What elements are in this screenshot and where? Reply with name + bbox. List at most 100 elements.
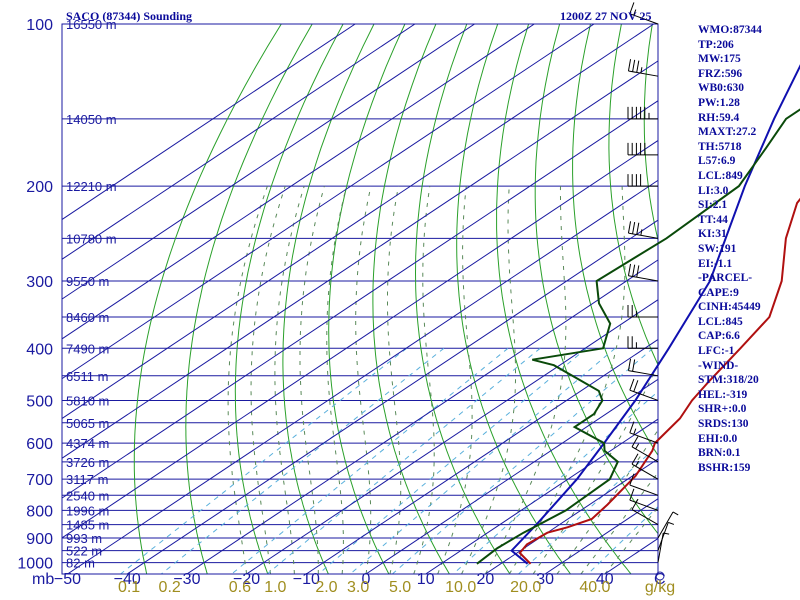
moist-adiabat (227, 185, 268, 574)
moist-adiabat (274, 185, 305, 574)
index-entry: KI:31 (698, 228, 727, 241)
mixing-ratio-tick-label: 0.2 (159, 579, 181, 596)
plot-frame (61, 23, 659, 575)
pressure-tick-label: 700 (26, 472, 53, 489)
pressure-tick-label: 800 (26, 503, 53, 520)
wind-barb-half (635, 460, 640, 467)
height-label: 3117 m (66, 472, 108, 487)
height-label: 5065 m (66, 416, 109, 431)
height-label: 4374 m (66, 436, 109, 451)
height-label: 6511 m (66, 369, 108, 384)
height-label: 12210 m (66, 179, 117, 194)
dry-adiabat (372, 24, 450, 574)
sounding-title: SACO (87344) Sounding (66, 9, 192, 23)
pressure-tick-label: 900 (26, 531, 53, 548)
pressure-axis-label: mb (32, 571, 54, 588)
mixing-ratio-unit-label: g/kg (645, 579, 675, 596)
mixing-ratio-line (587, 506, 658, 574)
wind-barb-flag (627, 358, 632, 371)
temperature-tick-label: −10 (293, 571, 320, 588)
pressure-tick-label: 300 (26, 274, 53, 291)
pressure-tick-label: 400 (26, 341, 53, 358)
temperature-tick-label: 20 (477, 571, 495, 588)
index-entry: CAPE:9 (698, 286, 739, 299)
mixing-ratio-tick-label: 5.0 (389, 579, 411, 596)
dry-adiabat (534, 24, 658, 535)
temperature-tick-label: 0 (362, 571, 371, 588)
wind-barb-half (635, 443, 640, 450)
temperature-tick-label: 10 (417, 571, 435, 588)
wind-barb-flag (629, 421, 635, 434)
wind-barb-flag (632, 221, 636, 234)
wind-barb-staff (629, 432, 659, 444)
wind-barb-flag (636, 222, 640, 235)
pressure-tick-label: 200 (26, 179, 53, 196)
height-label: 5810 m (66, 393, 109, 408)
wind-barb-staff (657, 511, 674, 539)
mixing-ratio-tick-label: 1.0 (264, 579, 286, 596)
wind-barb (631, 498, 659, 526)
index-entry: EI:-1.1 (698, 257, 733, 270)
dry-adiabat (496, 24, 632, 574)
wind-barb-staff (628, 232, 659, 239)
wind-barb-staff (657, 522, 669, 551)
isotherm-line (425, 418, 658, 574)
wind-barb-staff (628, 70, 659, 77)
wind-barb-flag (629, 2, 635, 14)
wind-barb-staff (629, 389, 659, 401)
moist-adiabat (299, 185, 325, 574)
mixing-ratio-line (120, 347, 408, 574)
moist-adiabat (508, 186, 626, 574)
mixing-ratio-line (266, 347, 541, 574)
isotherm-line (62, 139, 658, 539)
wind-barb-flag (627, 263, 632, 276)
wind-barb-flag (631, 498, 639, 510)
mixing-ratio-tick-label: 40.0 (579, 579, 610, 596)
height-label: 14050 m (66, 112, 117, 127)
mixing-ratio-line (349, 347, 616, 574)
wind-barb (631, 436, 659, 463)
moist-adiabat (250, 185, 286, 574)
isotherm-line (62, 24, 595, 380)
wind-barb-flag (631, 453, 639, 465)
wind-barb (629, 378, 659, 401)
mixing-ratio-tick-label: 20.0 (510, 579, 541, 596)
sounding-traces (476, 64, 800, 565)
index-entry: TP:206 (698, 38, 734, 51)
index-entry: -WIND- (698, 359, 739, 372)
temperature-tick-label: 40 (596, 571, 614, 588)
pressure-tick-label: 100 (26, 17, 53, 34)
wind-barb (631, 453, 659, 480)
wind-barb-flag (636, 60, 640, 73)
index-entry: L57:6.9 (698, 155, 736, 168)
index-entry: BRN:0.1 (698, 447, 741, 460)
wind-barb-staff (628, 275, 659, 282)
height-label: 10780 m (66, 231, 117, 246)
wind-barb (657, 532, 670, 563)
index-entry: TH:5718 (698, 140, 742, 153)
isotherm-line (485, 458, 658, 574)
height-label: 16550 m (66, 17, 117, 32)
height-label: 522 m (66, 544, 102, 559)
isotherm-line (62, 24, 416, 260)
wind-barb-flag (629, 473, 635, 486)
index-entry: EHI:0.0 (698, 432, 738, 445)
wind-barb (629, 2, 659, 25)
index-entry: TT:44 (698, 213, 728, 226)
isotherm-line (306, 338, 658, 574)
pressure-tick-label: 1000 (17, 556, 53, 573)
mixing-ratio-line (392, 347, 654, 574)
wind-barb-staff (628, 370, 659, 377)
height-label: 1485 m (66, 518, 109, 533)
mixing-ratio-line (318, 347, 587, 574)
degree-c-marker (655, 571, 665, 581)
index-entry: LI:3.0 (698, 184, 729, 197)
isotherm-line (67, 179, 658, 574)
mixing-ratio-tick-label: 10.0 (445, 579, 476, 596)
isotherm-line (62, 100, 658, 499)
wind-barbs (627, 2, 679, 563)
wind-barb-flag (633, 380, 639, 392)
index-entry: WB0:630 (698, 82, 744, 95)
wind-barb (629, 488, 659, 511)
